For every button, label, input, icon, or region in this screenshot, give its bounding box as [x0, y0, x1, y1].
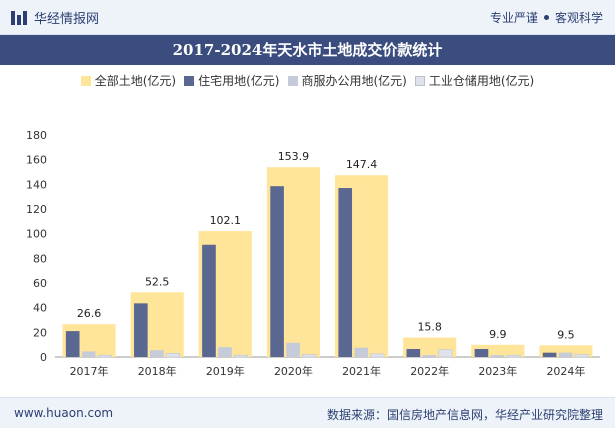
- bar-industrial: [302, 354, 317, 358]
- bar-industrial: [370, 353, 385, 358]
- bar-industrial: [233, 354, 249, 358]
- bar-residential: [270, 186, 284, 357]
- data-label-total: 153.9: [278, 150, 310, 163]
- brand[interactable]: 华经情报网: [10, 8, 99, 27]
- y-tick-label: 20: [33, 326, 47, 339]
- legend-swatch-commercial: [287, 75, 298, 86]
- huajing-logo-icon: [11, 10, 27, 25]
- footer-source: 数据来源：国信房地产信息网，华经产业研究院整理: [326, 408, 603, 422]
- bar-commercial: [422, 355, 437, 357]
- bar-residential: [65, 331, 80, 357]
- legend-label-total: 全部土地(亿元): [94, 74, 177, 88]
- y-tick-label: 60: [33, 277, 47, 290]
- legend-swatch-industrial: [414, 75, 425, 86]
- y-tick-label: 140: [26, 178, 47, 191]
- bar-commercial: [490, 355, 505, 357]
- bullet-dot-icon: [543, 15, 549, 20]
- x-tick-label: 2024年: [546, 364, 585, 378]
- legend-label-commercial: 商服办公用地(亿元): [301, 74, 407, 88]
- legend-label-industrial: 工业仓储用地(亿元): [428, 74, 535, 88]
- slogan: 专业严谨 客观科学: [490, 9, 603, 26]
- x-tick-label: 2019年: [206, 364, 245, 378]
- legend: 全部土地(亿元) 住宅用地(亿元) 商服办公用地(亿元) 工业仓储用地(亿元): [0, 72, 615, 89]
- bar-residential: [338, 188, 353, 357]
- legend-swatch-residential: [184, 75, 195, 86]
- bar-industrial: [165, 353, 180, 358]
- bar-commercial: [81, 351, 96, 357]
- slogan-right: 客观科学: [554, 11, 603, 25]
- bar-industrial: [506, 354, 521, 358]
- bar-industrial: [438, 349, 453, 358]
- bar-commercial: [558, 352, 573, 357]
- bar-commercial: [286, 342, 300, 357]
- slogan-left: 专业严谨: [489, 11, 538, 25]
- legend-item-commercial[interactable]: 商服办公用地(亿元): [287, 72, 407, 89]
- legend-swatch-total: [80, 75, 91, 86]
- legend-item-industrial[interactable]: 工业仓储用地(亿元): [414, 72, 535, 89]
- x-tick-label: 2020年: [274, 364, 313, 378]
- legend-label-residential: 住宅用地(亿元): [198, 74, 280, 88]
- bar-commercial: [354, 347, 369, 357]
- y-tick-label: 0: [40, 351, 47, 364]
- data-label-total: 102.1: [210, 214, 242, 227]
- bar-industrial: [574, 354, 589, 358]
- chart-title: 2017-2024年天水市土地成交价款统计: [0, 35, 615, 65]
- bar-commercial: [150, 350, 164, 357]
- footer: www.huaon.com 数据来源：国信房地产信息网，华经产业研究院整理: [0, 397, 615, 428]
- top-bar: 华经情报网 专业严谨 客观科学: [0, 0, 615, 35]
- bar-residential: [474, 348, 489, 357]
- x-tick-label: 2021年: [342, 364, 381, 378]
- data-label-total: 52.5: [145, 275, 170, 288]
- data-label-total: 9.9: [489, 328, 507, 341]
- legend-item-total[interactable]: 全部土地(亿元): [80, 72, 177, 89]
- data-label-total: 9.5: [557, 328, 575, 341]
- data-label-total: 15.8: [417, 321, 442, 334]
- bar-industrial: [97, 354, 112, 358]
- legend-item-residential[interactable]: 住宅用地(亿元): [184, 72, 280, 89]
- data-label-total: 26.6: [77, 307, 102, 320]
- bar-residential: [406, 348, 421, 357]
- y-tick-label: 160: [26, 154, 47, 167]
- bar-total: [539, 345, 593, 357]
- x-tick-label: 2017年: [70, 364, 109, 378]
- y-tick-label: 40: [33, 302, 47, 315]
- bar-residential: [542, 352, 557, 357]
- bar-residential: [202, 244, 216, 357]
- data-label-total: 147.4: [346, 158, 378, 171]
- brand-name: 华经情报网: [34, 12, 100, 27]
- bar-residential: [134, 303, 148, 357]
- y-tick-label: 80: [33, 252, 47, 265]
- x-tick-label: 2022年: [410, 364, 449, 378]
- y-tick-label: 120: [26, 203, 47, 216]
- bar-commercial: [218, 347, 232, 357]
- x-tick-label: 2018年: [138, 364, 177, 378]
- x-tick-label: 2023年: [478, 364, 517, 378]
- y-tick-label: 100: [26, 228, 47, 241]
- footer-website-link[interactable]: www.huaon.com: [14, 406, 114, 420]
- y-tick-label: 180: [26, 129, 47, 142]
